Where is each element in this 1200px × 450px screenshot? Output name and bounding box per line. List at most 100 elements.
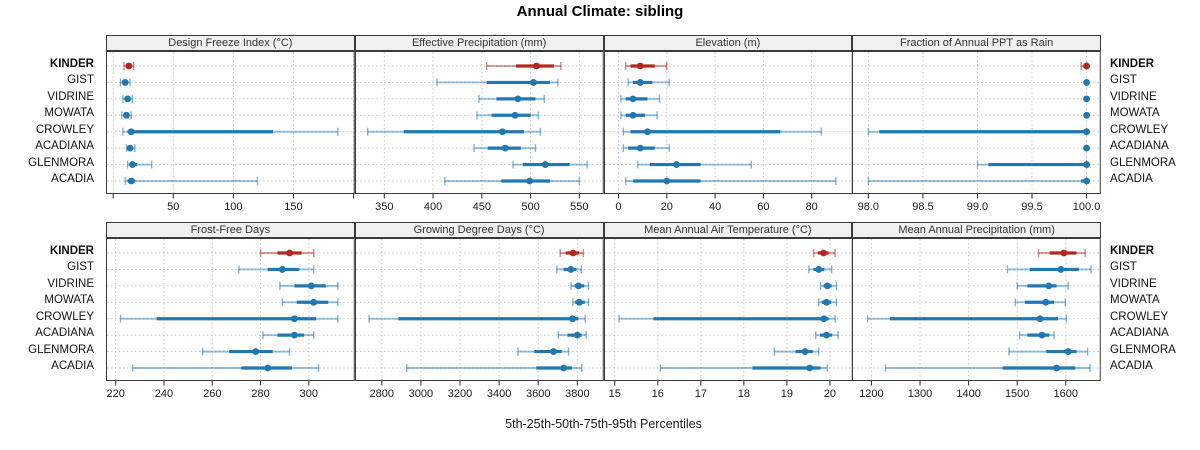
median-dot — [568, 315, 576, 323]
station-label-left-vidrine: VIDRINE — [47, 90, 94, 103]
median-dot — [532, 62, 540, 70]
series-gist — [626, 78, 670, 87]
series-crowley — [622, 127, 822, 136]
median-dot — [1083, 144, 1091, 152]
axis-tick-label: 300 — [300, 388, 318, 400]
station-label-right-kinder: KINDER — [1110, 58, 1155, 70]
median-dot — [525, 177, 533, 185]
median-dot — [286, 249, 293, 257]
series-gist — [119, 78, 131, 87]
axis-tick-label: 15 — [608, 388, 620, 400]
series-acadiana — [557, 331, 587, 340]
plot-area-design-freeze-index: 50 100 150 — [106, 51, 355, 213]
axis-tick-label: 500 — [521, 201, 539, 213]
strip-title: Mean Annual Air Temperature (°C) — [644, 224, 812, 236]
median-dot — [1060, 249, 1068, 257]
series-vidrine — [122, 94, 134, 103]
series-vidrine — [619, 94, 660, 103]
median-dot — [278, 266, 286, 273]
series-crowley — [119, 314, 339, 323]
median-dot — [1083, 177, 1091, 185]
axis-tick-label: 3200 — [448, 388, 472, 400]
station-label-right-gist: GIST — [1110, 74, 1137, 87]
axis-tick-label: 50 — [167, 201, 179, 213]
strip-header: Fraction of Annual PPT as Rain — [852, 35, 1101, 51]
axis-tick-label: 98.5 — [912, 201, 933, 213]
panel-fraction-ppt-rain: Fraction of Annual PPT as Rain 98.0 98.5 9… — [852, 35, 1101, 217]
station-label-right-vidrine: VIDRINE — [1110, 90, 1157, 103]
chart-title: Annual Climate: sibling — [516, 3, 684, 20]
strip-header: Growing Degree Days (°C) — [354, 222, 604, 238]
station-label-left-kinder: KINDER — [49, 58, 94, 70]
series-crowley — [366, 127, 541, 136]
station-label-left-vidrine: VIDRINE — [47, 277, 94, 290]
axis-tick-label: 3000 — [408, 388, 432, 400]
series-vidrine — [819, 281, 837, 290]
median-dot — [1038, 331, 1046, 339]
series-mowata — [817, 298, 837, 307]
station-label-right-mowata: MOWATA — [1110, 107, 1160, 120]
series-mowata — [571, 298, 589, 307]
series-crowley — [617, 314, 836, 323]
median-dot — [1083, 111, 1091, 119]
median-dot — [805, 364, 813, 372]
series-mowata — [1014, 298, 1067, 307]
series-glenmora — [636, 160, 752, 169]
panel-design-freeze-index: Design Freeze Index (°C) 50 100 150 — [106, 35, 355, 217]
median-dot — [1083, 95, 1091, 103]
series-kinder — [1080, 62, 1091, 70]
station-label-right-acadiana: ACADIANA — [1110, 140, 1169, 153]
median-dot — [310, 298, 318, 306]
series-acadia — [124, 177, 259, 186]
median-dot — [819, 249, 827, 257]
series-gist — [1007, 265, 1092, 274]
median-dot — [636, 62, 644, 70]
axis-tick-label: 40 — [708, 201, 720, 213]
panel-mean-annual-air-temperature: Mean Annual Air Temperature (°C) 15 16 17 1… — [603, 222, 853, 404]
station-label-right-crowley: CROWLEY — [1110, 310, 1169, 323]
station-label-left-mowata: MOWATA — [44, 107, 94, 120]
series-vidrine — [1083, 95, 1091, 103]
median-dot — [501, 144, 509, 152]
series-acadiana — [125, 144, 136, 153]
median-dot — [252, 348, 260, 355]
series-vidrine — [279, 281, 339, 290]
station-label-right-acadia: ACADIA — [1110, 173, 1153, 185]
series-acadiana — [1083, 144, 1091, 152]
panel-growing-degree-days: Growing Degree Days (°C) 2800 3000 3200 340… — [354, 222, 604, 404]
median-dot — [127, 177, 135, 185]
median-dot — [1083, 161, 1091, 168]
panel-row-bottom: Frost-Free Days 220 240 260 280 300 Growing … — [0, 222, 1200, 402]
station-label-left-crowley: CROWLEY — [35, 123, 94, 136]
median-dot — [123, 111, 130, 119]
station-label-left-acadiana: ACADIANA — [35, 140, 94, 153]
panel-effective-precipitation: Effective Precipitation (mm) 350 400 450 50… — [354, 35, 604, 217]
series-mowata — [120, 111, 132, 120]
panel-border — [603, 51, 853, 194]
series-glenmora — [512, 160, 588, 169]
strip-header: Frost-Free Days — [106, 222, 355, 238]
median-dot — [575, 298, 583, 306]
median-dot — [822, 331, 830, 339]
axis-tick-label: 80 — [805, 201, 817, 213]
station-label-left-gist: GIST — [67, 74, 94, 87]
station-label-left-crowley: CROWLEY — [35, 310, 94, 323]
series-kinder — [1038, 249, 1087, 257]
axis-tick-label: 20 — [660, 201, 672, 213]
station-label-right-crowley: CROWLEY — [1110, 123, 1169, 136]
station-label-right-glenmora: GLENMORA — [1110, 156, 1176, 169]
median-dot — [560, 364, 567, 372]
median-dot — [498, 128, 506, 136]
station-label-right-acadiana: ACADIANA — [1110, 327, 1169, 340]
station-label-left-acadia: ACADIA — [51, 173, 94, 185]
median-dot — [129, 161, 136, 168]
station-label-left-gist: GIST — [67, 261, 94, 274]
station-label-right-acadia: ACADIA — [1110, 360, 1153, 372]
plot-area-frost-free-days: 220 240 260 280 300 — [106, 238, 355, 400]
median-dot — [662, 177, 670, 185]
strip-title: Growing Degree Days (°C) — [413, 224, 545, 236]
station-label-left-mowata: MOWATA — [44, 294, 94, 307]
series-acadia — [443, 177, 580, 186]
axis-tick-label: 260 — [203, 388, 221, 400]
series-kinder — [559, 249, 584, 257]
